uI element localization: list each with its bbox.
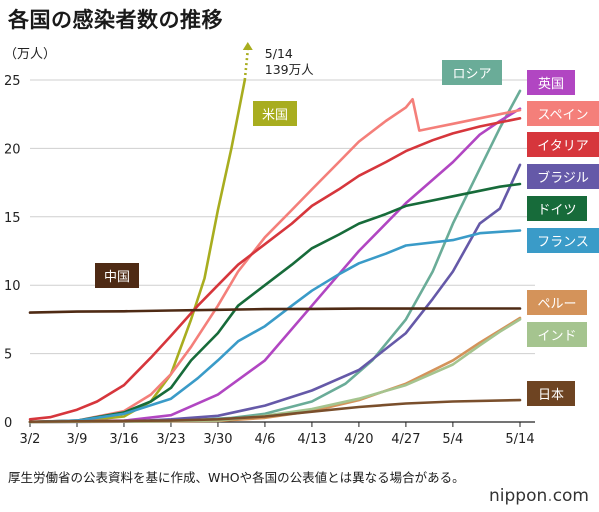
x-tick-label: 4/13	[297, 432, 326, 447]
series-label: ペルー	[537, 297, 576, 312]
annotation-text: 5/14	[265, 46, 293, 61]
series-label: スペイン	[537, 108, 588, 123]
series-line	[28, 89, 522, 424]
x-tick-label: 5/14	[505, 432, 534, 447]
series-label-box	[527, 164, 599, 189]
series-label-box	[442, 60, 502, 85]
y-tick-label: 0	[4, 416, 12, 431]
y-tick-label: 10	[4, 279, 21, 294]
series-label-box	[253, 101, 297, 126]
series-label: 英国	[538, 77, 564, 92]
series-line	[28, 307, 522, 314]
series-line	[28, 163, 522, 424]
series-label-box	[95, 263, 139, 288]
x-tick-label: 4/6	[254, 432, 275, 447]
series-line	[28, 229, 522, 424]
nippon-logo: nippon.com	[489, 486, 589, 506]
series-line	[28, 318, 522, 424]
series-label: イタリア	[537, 139, 588, 154]
series-label: ロシア	[452, 67, 491, 82]
y-axis-unit: （万人）	[4, 47, 56, 62]
x-tick-label: 3/16	[109, 432, 138, 447]
series-label-box	[527, 228, 599, 253]
series-label: ドイツ	[537, 203, 576, 218]
x-tick-label: 3/23	[156, 432, 185, 447]
line-chart: （万人） 0 5 10 15 20 25 3/2 3/9 3/16 3/23 3/30 4/6 4/13…	[4, 42, 599, 447]
series-label-box	[527, 381, 575, 406]
arrow-icon	[242, 42, 253, 50]
series-line	[28, 97, 522, 424]
brand-tld: com	[552, 486, 589, 506]
brand-name: nippon	[489, 486, 548, 506]
x-tick-label: 3/9	[67, 432, 88, 447]
series-label-box	[527, 101, 599, 126]
x-tick-label: 3/2	[20, 432, 41, 447]
series-label: フランス	[537, 235, 589, 250]
source-note: 厚生労働省の公表資料を基に作成、WHOや各国の公表値とは異なる場合がある。	[8, 470, 465, 485]
x-tick-label: 5/4	[442, 432, 463, 447]
series-label: 米国	[262, 108, 288, 123]
y-tick-label: 20	[4, 142, 21, 157]
x-tick-label: 4/27	[391, 432, 420, 447]
series-line	[28, 107, 522, 424]
series-line	[28, 78, 247, 424]
chart-title: 各国の感染者数の推移	[8, 8, 223, 32]
x-tick-label: 4/20	[344, 432, 373, 447]
series-label: インド	[537, 329, 576, 344]
us-dotted-line	[243, 49, 250, 81]
series-line	[28, 117, 522, 421]
y-tick-label: 5	[4, 348, 12, 363]
series-line	[28, 398, 522, 423]
series-label: 中国	[104, 270, 130, 285]
annotation-text: 139万人	[265, 62, 314, 77]
series-label-box	[527, 132, 599, 157]
brand-sep: .	[547, 486, 553, 506]
x-tick-label: 3/30	[203, 432, 232, 447]
y-tick-label: 25	[4, 74, 21, 89]
series-label: 日本	[538, 388, 564, 403]
series-label: ブラジル	[537, 170, 589, 186]
series-label-box	[527, 322, 587, 347]
series-label-box	[527, 196, 587, 221]
series-label-box	[527, 290, 587, 315]
series-label-box	[527, 70, 575, 95]
series-line	[28, 316, 522, 424]
series-line	[28, 182, 522, 424]
y-tick-label: 15	[4, 211, 21, 226]
